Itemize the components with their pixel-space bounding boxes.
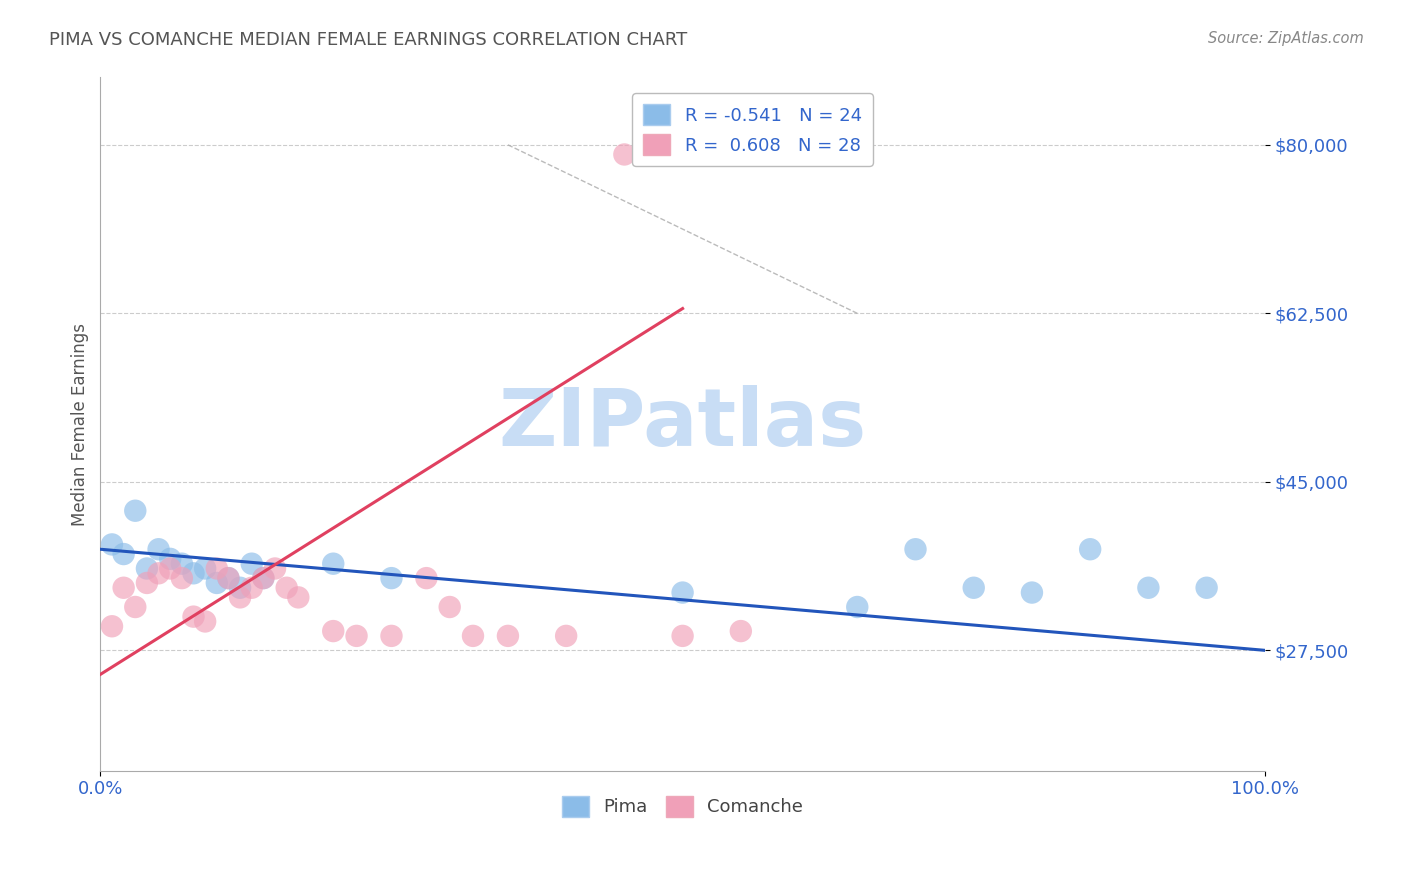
Point [461,629,484,643]
Point [124,504,146,518]
Point [148,566,170,581]
Point [846,600,869,615]
Point [287,591,309,605]
Point [170,557,193,571]
Point [1021,585,1043,599]
Point [276,581,298,595]
Point [671,585,693,599]
Point [963,581,986,595]
Point [194,615,217,629]
Point [264,561,287,575]
Point [240,581,263,595]
Point [205,561,228,575]
Point [101,619,124,633]
Point [112,581,135,595]
Point [229,581,252,595]
Point [159,552,181,566]
Point [148,542,170,557]
Point [252,571,274,585]
Point [555,629,578,643]
Point [671,629,693,643]
Point [252,571,274,585]
Point [415,571,437,585]
Point [159,561,181,575]
Point [322,557,344,571]
Point [136,561,159,575]
Point [112,547,135,561]
Text: PIMA VS COMANCHE MEDIAN FEMALE EARNINGS CORRELATION CHART: PIMA VS COMANCHE MEDIAN FEMALE EARNINGS … [49,31,688,49]
Point [1078,542,1101,557]
Point [101,537,124,551]
Text: Source: ZipAtlas.com: Source: ZipAtlas.com [1208,31,1364,46]
Y-axis label: Median Female Earnings: Median Female Earnings [72,323,89,525]
Point [136,576,159,591]
Legend: Pima, Comanche: Pima, Comanche [555,789,810,824]
Point [439,600,461,615]
Point [229,591,252,605]
Point [322,624,344,638]
Point [613,147,636,161]
Point [217,571,239,585]
Text: ZIPatlas: ZIPatlas [499,385,866,463]
Point [1195,581,1218,595]
Point [170,571,193,585]
Point [496,629,519,643]
Point [124,600,146,615]
Point [183,566,205,581]
Point [240,557,263,571]
Point [730,624,752,638]
Point [1137,581,1160,595]
Point [346,629,368,643]
Point [205,576,228,591]
Point [194,561,217,575]
Point [380,571,402,585]
Point [217,571,239,585]
Point [183,609,205,624]
Point [904,542,927,557]
Point [380,629,402,643]
